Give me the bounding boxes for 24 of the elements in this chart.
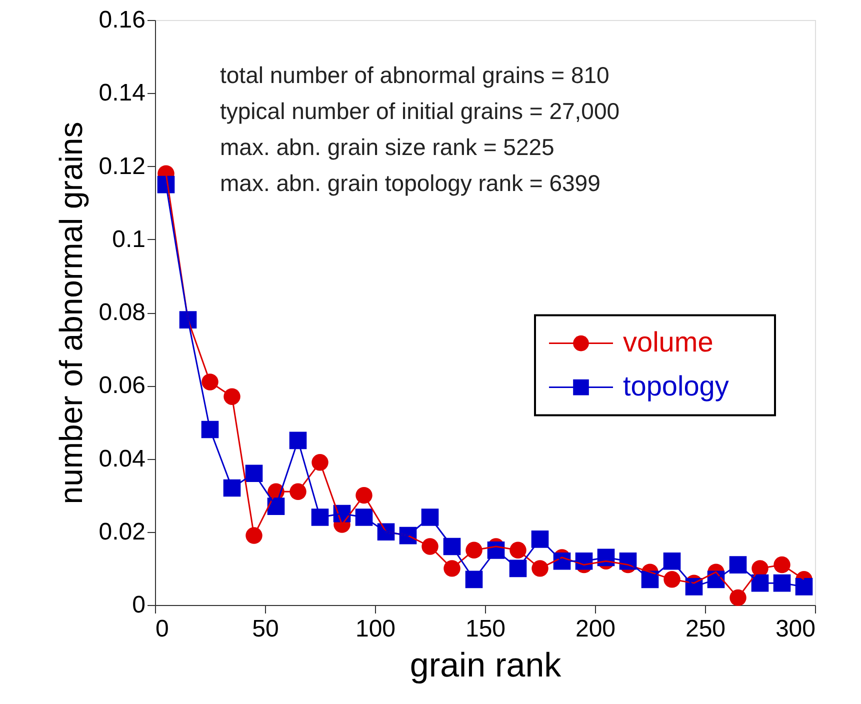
- x-tick-label: 300: [775, 616, 816, 642]
- legend-label: volume: [623, 326, 714, 358]
- y-tick-label: 0.14: [98, 80, 146, 107]
- x-tick-label: 100: [355, 616, 396, 642]
- annotation: total number of abnormal grains = 810: [220, 62, 610, 88]
- legend-label: topology: [623, 370, 729, 402]
- annotation: max. abn. grain size rank = 5225: [220, 134, 554, 160]
- x-tick-label: 0: [156, 616, 169, 642]
- y-axis-title: number of abnormal grains: [52, 122, 89, 504]
- y-tick-label: 0: [132, 592, 146, 618]
- y-tick-label: 0.1: [112, 226, 146, 253]
- x-tick-label: 150: [465, 616, 506, 642]
- y-tick-label: 0.04: [98, 445, 146, 472]
- y-tick-label: 0.08: [98, 299, 146, 326]
- y-tick-label: 0.16: [98, 6, 146, 34]
- x-tick-label: 200: [575, 616, 616, 642]
- annotation: max. abn. grain topology rank = 6399: [220, 170, 600, 196]
- y-tick-label: 0.12: [98, 152, 146, 180]
- y-tick-label: 0.06: [98, 372, 146, 400]
- x-tick-label: 50: [252, 616, 279, 642]
- y-tick-label: 0.02: [98, 518, 146, 546]
- annotation: typical number of initial grains = 27,000: [220, 98, 620, 124]
- x-axis-title: grain rank: [410, 646, 562, 684]
- x-tick-label: 250: [685, 616, 726, 642]
